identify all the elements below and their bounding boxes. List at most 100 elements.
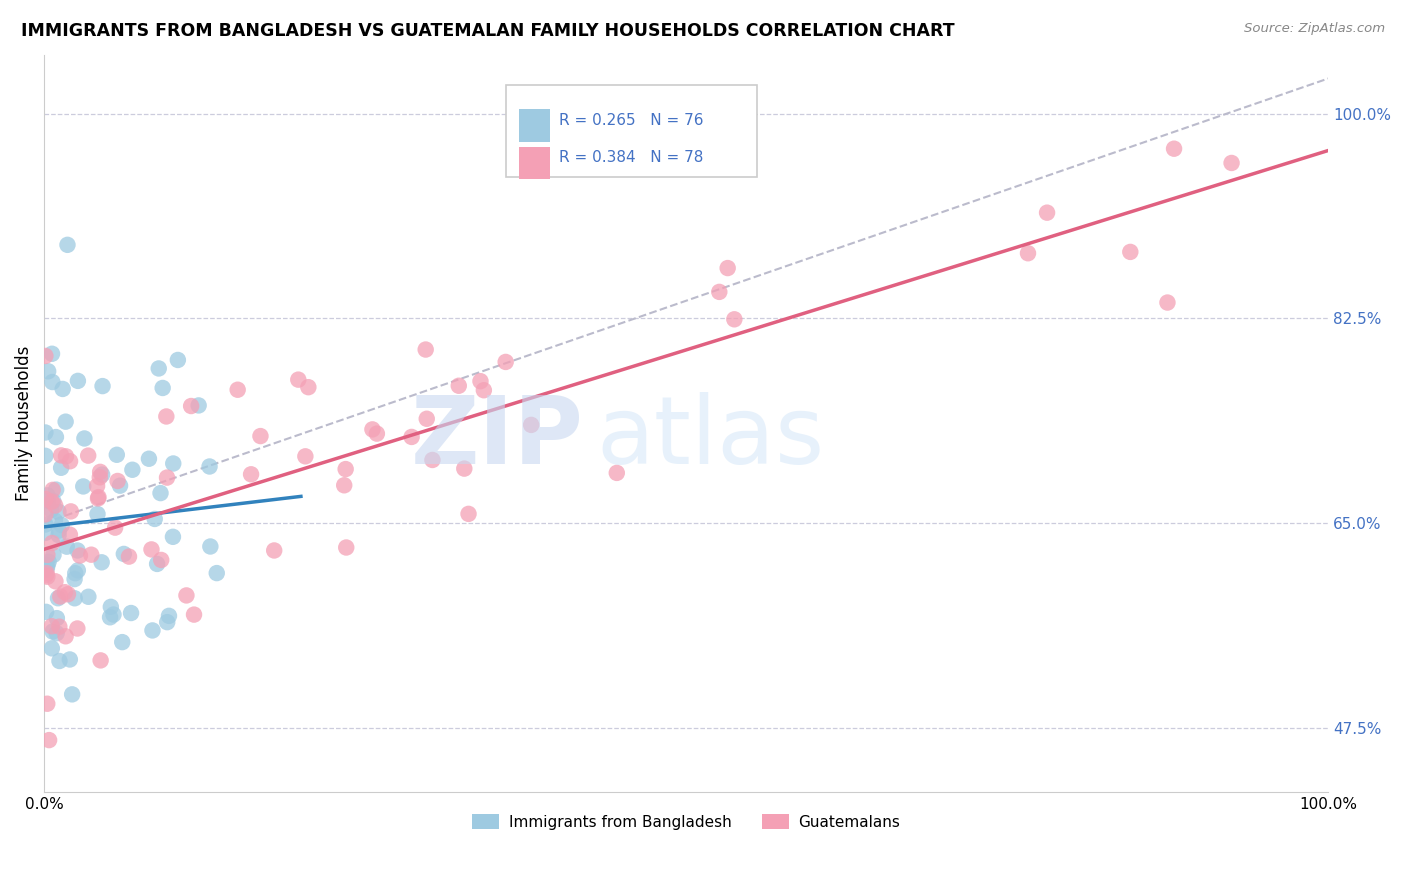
Point xyxy=(69,549,91,563)
Point xyxy=(156,470,179,484)
Point xyxy=(361,422,384,436)
Point xyxy=(87,490,110,504)
Point xyxy=(723,312,745,326)
Point xyxy=(37,364,59,378)
Point xyxy=(105,448,128,462)
Text: IMMIGRANTS FROM BANGLADESH VS GUATEMALAN FAMILY HOUSEHOLDS CORRELATION CHART: IMMIGRANTS FROM BANGLADESH VS GUATEMALAN… xyxy=(21,22,955,40)
Point xyxy=(48,528,70,542)
Point xyxy=(48,505,70,519)
Point xyxy=(1036,205,1059,219)
Point xyxy=(287,373,309,387)
Point xyxy=(249,429,271,443)
Point xyxy=(56,587,79,601)
Point xyxy=(157,608,180,623)
Point xyxy=(37,570,59,584)
Point xyxy=(89,465,111,479)
Point xyxy=(294,450,316,464)
Point xyxy=(86,507,108,521)
Point xyxy=(66,622,89,636)
Point xyxy=(44,514,66,528)
Point xyxy=(146,557,169,571)
Point xyxy=(156,615,179,629)
Point xyxy=(87,491,110,506)
Point xyxy=(152,381,174,395)
Point xyxy=(90,653,112,667)
Point xyxy=(108,478,131,492)
Point xyxy=(55,450,77,464)
Point xyxy=(90,555,112,569)
Point xyxy=(45,483,67,497)
Point xyxy=(77,590,100,604)
Point xyxy=(176,589,198,603)
Point xyxy=(150,553,173,567)
Point xyxy=(52,382,75,396)
Point xyxy=(77,449,100,463)
Point xyxy=(111,635,134,649)
Text: R = 0.265   N = 76: R = 0.265 N = 76 xyxy=(560,113,703,128)
Text: Source: ZipAtlas.com: Source: ZipAtlas.com xyxy=(1244,22,1385,36)
Point xyxy=(49,460,72,475)
Point xyxy=(55,629,77,643)
Point xyxy=(112,547,135,561)
Point xyxy=(155,409,177,424)
Point xyxy=(1156,295,1178,310)
Point xyxy=(297,380,319,394)
Point xyxy=(263,543,285,558)
Point xyxy=(35,605,58,619)
Point xyxy=(120,606,142,620)
Point xyxy=(121,463,143,477)
Point xyxy=(59,504,82,518)
Point xyxy=(141,624,163,638)
Point xyxy=(41,641,63,656)
Point xyxy=(45,626,67,640)
Point xyxy=(198,459,221,474)
Point xyxy=(447,378,470,392)
Point xyxy=(80,548,103,562)
Point xyxy=(180,399,202,413)
Point xyxy=(37,493,59,508)
Point xyxy=(138,451,160,466)
Point xyxy=(187,399,209,413)
Point xyxy=(335,462,357,476)
Point xyxy=(34,558,56,572)
Point xyxy=(472,383,495,397)
Point xyxy=(37,558,59,573)
Point xyxy=(56,237,79,252)
Text: R = 0.384   N = 78: R = 0.384 N = 78 xyxy=(560,150,703,165)
Point xyxy=(41,619,63,633)
Y-axis label: Family Households: Family Households xyxy=(15,346,32,501)
Point xyxy=(66,563,89,577)
Point xyxy=(38,733,60,747)
Point xyxy=(226,383,249,397)
Point xyxy=(162,530,184,544)
Point xyxy=(98,610,121,624)
Text: atlas: atlas xyxy=(596,392,824,484)
Point xyxy=(45,430,67,444)
Point xyxy=(148,361,170,376)
Point xyxy=(118,549,141,564)
Point xyxy=(59,454,82,468)
Point xyxy=(41,483,63,497)
Point xyxy=(42,548,65,562)
Point xyxy=(65,566,87,581)
Point xyxy=(34,425,56,440)
Point xyxy=(91,379,114,393)
Point xyxy=(55,415,77,429)
Point xyxy=(41,536,63,550)
Point xyxy=(45,611,67,625)
Point xyxy=(48,620,70,634)
Point xyxy=(49,590,72,604)
Point xyxy=(91,467,114,482)
Point xyxy=(48,654,70,668)
Point xyxy=(1017,246,1039,260)
Point xyxy=(470,374,492,388)
Point xyxy=(1119,244,1142,259)
Point xyxy=(34,349,56,363)
Point xyxy=(41,375,63,389)
FancyBboxPatch shape xyxy=(519,110,550,142)
Point xyxy=(41,347,63,361)
Point xyxy=(335,541,357,555)
Point xyxy=(44,499,66,513)
Point xyxy=(53,585,76,599)
Point xyxy=(366,426,388,441)
